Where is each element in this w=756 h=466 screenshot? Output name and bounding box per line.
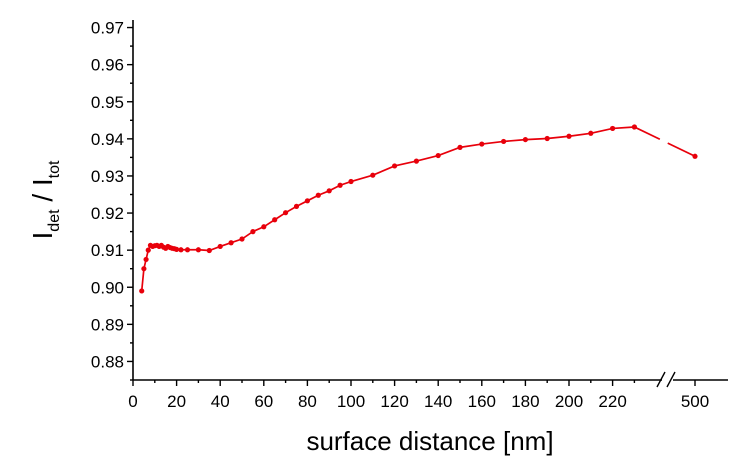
y-tick-label: 0.88 <box>91 352 124 371</box>
x-tick-label: 40 <box>211 392 230 411</box>
axis-break-marker <box>656 371 676 388</box>
x-axis-ticks: 0 20 40 60 80 100 120 140 160 180 200 220 500 <box>128 380 709 411</box>
data-point <box>501 138 507 145</box>
data-point <box>272 217 278 223</box>
series-line-break-segment <box>667 142 696 158</box>
y-tick-label: 0.92 <box>91 204 124 223</box>
data-point <box>250 229 256 235</box>
x-tick-label: 180 <box>511 392 539 411</box>
x-tick-label: 500 <box>681 392 709 411</box>
y-tick-label: 0.94 <box>91 130 124 149</box>
data-point <box>544 135 550 142</box>
y-tick-label: 0.91 <box>91 241 124 260</box>
x-axis-title: surface distance [nm] <box>306 426 553 456</box>
data-point <box>184 247 191 253</box>
data-point <box>479 141 485 147</box>
x-tick-label: 0 <box>128 392 137 411</box>
data-point <box>588 130 594 136</box>
data-point <box>304 198 310 204</box>
y-tick-label: 0.93 <box>91 167 124 186</box>
data-point <box>141 266 147 272</box>
x-tick-label: 120 <box>380 392 408 411</box>
data-point <box>610 125 616 132</box>
data-point <box>145 247 151 253</box>
x-tick-label: 60 <box>254 392 273 411</box>
data-point <box>370 172 376 178</box>
data-point <box>413 158 419 164</box>
data-point <box>631 124 638 130</box>
data-point <box>206 247 212 254</box>
data-series <box>139 124 698 294</box>
x-tick-label: 200 <box>555 392 583 411</box>
data-point <box>239 236 245 242</box>
x-tick-label: 20 <box>167 392 186 411</box>
data-point <box>174 246 180 253</box>
data-point <box>326 188 332 194</box>
data-point <box>139 288 145 294</box>
data-point <box>195 247 201 253</box>
data-point <box>283 210 289 216</box>
data-point <box>522 136 529 143</box>
x-tick-label: 100 <box>337 392 365 411</box>
x-tick-label: 140 <box>424 392 452 411</box>
y-tick-label: 0.97 <box>91 19 124 38</box>
data-point <box>143 256 149 263</box>
data-point <box>293 203 300 209</box>
x-tick-label: 80 <box>298 392 317 411</box>
series-line-break-segment <box>634 126 661 141</box>
data-point <box>435 152 441 159</box>
data-point <box>457 144 463 150</box>
data-point <box>337 182 343 188</box>
data-point <box>228 240 234 246</box>
data-point <box>348 178 354 185</box>
x-tick-label: 160 <box>468 392 496 411</box>
y-tick-label: 0.96 <box>91 56 124 75</box>
data-point <box>261 224 267 230</box>
data-point <box>178 247 184 253</box>
x-tick-label: 220 <box>598 392 626 411</box>
y-tick-label: 0.90 <box>91 278 124 297</box>
y-tick-label: 0.89 <box>91 315 124 334</box>
y-tick-label: 0.95 <box>91 93 124 112</box>
data-point <box>392 163 398 169</box>
data-point <box>692 153 698 159</box>
data-point <box>315 192 321 198</box>
y-axis-title: Idet / Itot <box>27 160 63 240</box>
data-point <box>566 133 572 139</box>
series-line <box>140 126 635 292</box>
data-point <box>217 243 223 250</box>
y-axis-ticks: 0.88 0.89 0.90 0.91 0.92 0.93 0.94 0.95 0.96 0.97 <box>91 19 133 381</box>
